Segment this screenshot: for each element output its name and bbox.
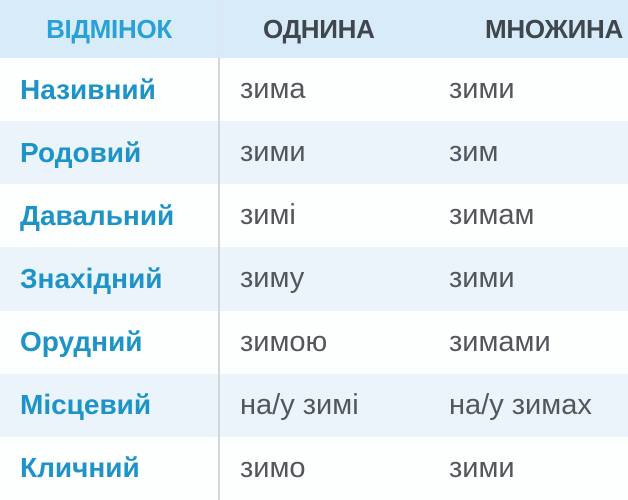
case-label: Кличний <box>0 436 220 500</box>
plural-value: зими <box>449 451 515 484</box>
header-plural-label: МНОЖИНА <box>485 13 623 44</box>
table-row: Знахідний зиму зими <box>0 247 628 311</box>
table-row: Родовий зими зим <box>0 121 628 185</box>
case-label: Знахідний <box>0 247 220 311</box>
plural-value: зим <box>449 136 499 169</box>
case-label: Родовий <box>0 121 220 185</box>
singular-value: зими <box>240 136 306 169</box>
table-row: Кличний зимо зими <box>0 436 628 500</box>
plural-value: зими <box>449 262 515 295</box>
table-row: Місцевий на/у зимі на/у зимах <box>0 373 628 437</box>
header-case: ВІДМІНОК <box>0 0 220 58</box>
header-singular: ОДНИНА <box>220 0 443 58</box>
table-body: Називний зима зими Родовий зими зим Дава… <box>0 58 628 500</box>
plural-value: зимам <box>449 199 535 232</box>
case-label: Називний <box>0 58 220 122</box>
header-plural: МНОЖИНА <box>443 0 628 58</box>
table-row: Орудний зимою зимами <box>0 310 628 374</box>
singular-value: зимо <box>240 451 306 484</box>
case-label: Орудний <box>0 310 220 374</box>
plural-value: зимами <box>449 325 551 358</box>
header-case-label: ВІДМІНОК <box>46 13 172 44</box>
singular-value: зиму <box>240 262 305 295</box>
header-singular-label: ОДНИНА <box>263 13 375 44</box>
singular-value: зима <box>240 73 306 106</box>
table-row: Називний зима зими <box>0 58 628 122</box>
singular-value: на/у зимі <box>240 388 359 421</box>
table-row: Давальний зимі зимам <box>0 184 628 248</box>
case-label: Місцевий <box>0 373 220 437</box>
plural-value: на/у зимах <box>449 388 592 421</box>
plural-value: зими <box>449 73 515 106</box>
singular-value: зимою <box>240 325 328 358</box>
table-header-row: ВІДМІНОК ОДНИНА МНОЖИНА <box>0 0 628 58</box>
case-label: Давальний <box>0 184 220 248</box>
singular-value: зимі <box>240 199 296 232</box>
